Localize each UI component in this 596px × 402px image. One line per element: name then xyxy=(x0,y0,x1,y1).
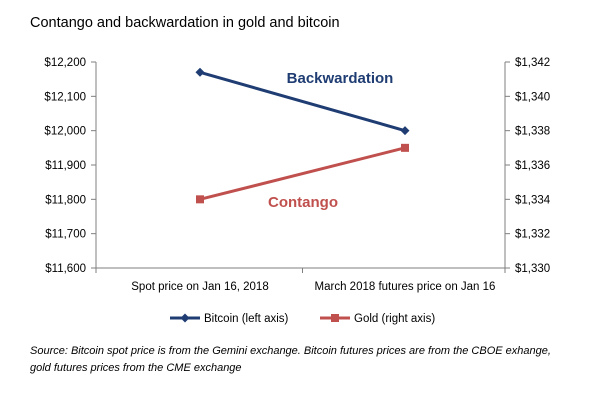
left-axis-tick-label: $11,800 xyxy=(45,194,86,206)
gold-series-line xyxy=(199,146,406,201)
left-axis-tick-label: $11,900 xyxy=(45,160,86,172)
gold-data-point xyxy=(401,143,409,152)
right-axis-tick-label: $1,332 xyxy=(515,229,550,241)
right-axis-tick-label: $1,342 xyxy=(515,57,550,69)
left-axis-tick-label: $11,700 xyxy=(45,229,86,241)
right-axis-tick-label: $1,340 xyxy=(515,91,550,103)
right-axis-tick-label: $1,338 xyxy=(515,126,550,138)
gold-legend-marker xyxy=(331,314,339,322)
left-axis-tick-label: $12,100 xyxy=(44,91,86,103)
left-axis-tick-label: $11,600 xyxy=(45,263,86,275)
bitcoin-series-line xyxy=(199,70,406,133)
bitcoin-legend-label: Bitcoin (left axis) xyxy=(204,313,289,325)
right-axis-tick-label: $1,330 xyxy=(515,263,550,275)
bitcoin-data-point xyxy=(400,126,410,136)
x-axis-tick-label: March 2018 futures price on Jan 16 xyxy=(315,281,496,293)
source-note: Source: Bitcoin spot price is from the G… xyxy=(30,345,551,374)
chart-canvas: $11,600 $11,700 $11,800 $11,900 $12,000 $12,1… xyxy=(44,57,551,325)
backwardation-annotation: Backwardation xyxy=(287,70,394,87)
gold-data-point xyxy=(196,195,204,204)
contango-annotation: Contango xyxy=(268,194,338,211)
chart-title: Contango and backwardation in gold and b… xyxy=(30,15,340,31)
bitcoin-legend-marker xyxy=(180,313,190,323)
bitcoin-data-point xyxy=(195,67,205,77)
x-axis-tick-label: Spot price on Jan 16, 2018 xyxy=(131,281,268,293)
gold-legend-label: Gold (right axis) xyxy=(354,313,435,325)
right-axis-tick-label: $1,336 xyxy=(515,160,550,172)
left-axis-tick-label: $12,000 xyxy=(44,126,86,138)
left-axis-tick-label: $12,200 xyxy=(44,57,86,69)
right-axis-tick-label: $1,334 xyxy=(515,194,551,206)
